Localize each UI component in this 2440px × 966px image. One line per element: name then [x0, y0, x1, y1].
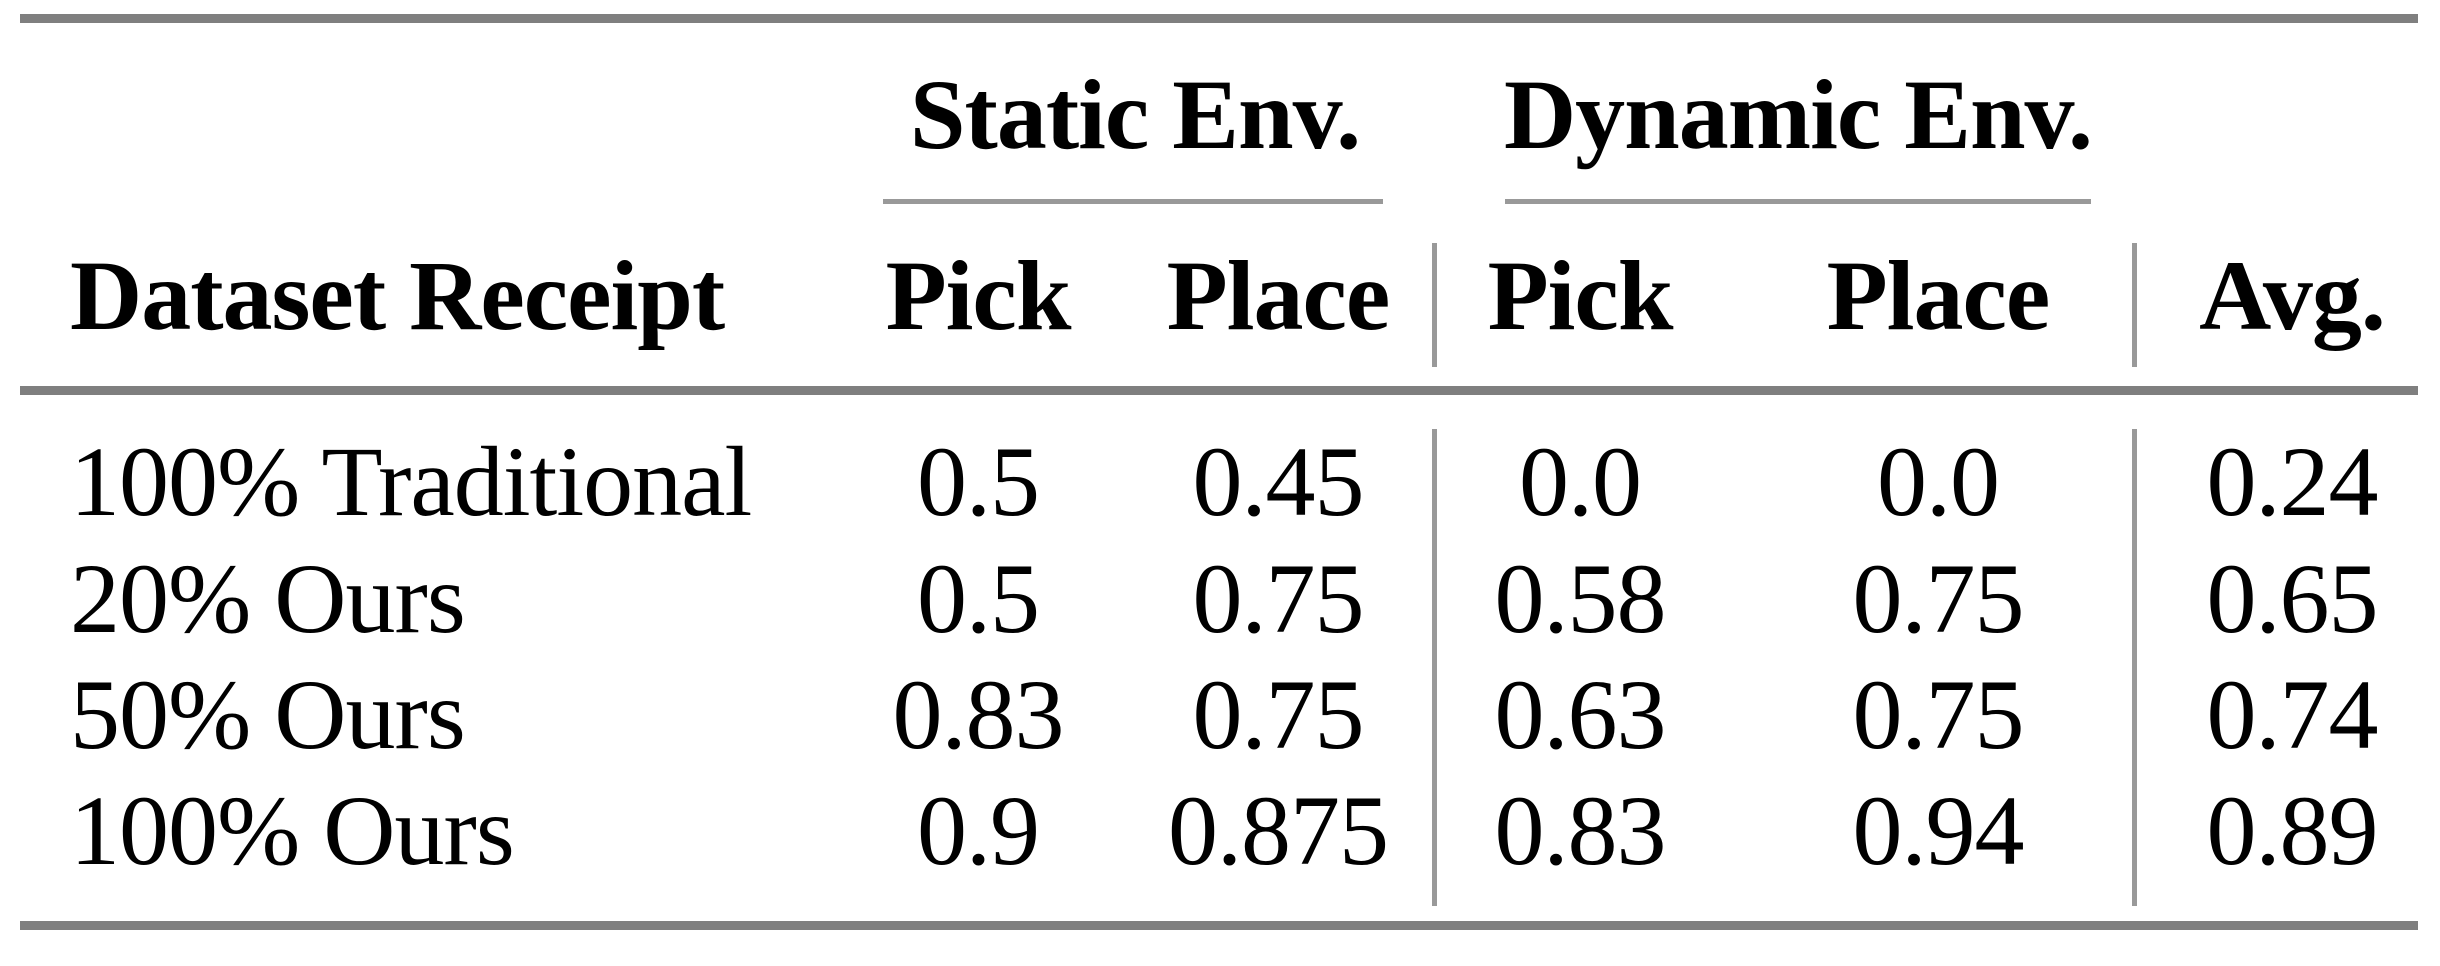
table-cell: 0.75	[1852, 543, 2025, 654]
header-body-rule	[20, 386, 2418, 395]
table-cell: 0.89	[2206, 775, 2379, 886]
table-cell: 0.94	[1852, 775, 2025, 886]
table-cell: 0.74	[2206, 659, 2379, 770]
col-header-static-pick: Pick	[885, 240, 1072, 351]
table-cell: 0.63	[1494, 659, 1667, 770]
table-cell: 0.0	[1519, 426, 1642, 537]
table-cell: 0.0	[1877, 426, 2000, 537]
bottom-rule	[20, 921, 2418, 930]
table-cell: 0.5	[917, 543, 1040, 654]
row-label: 100% Traditional	[70, 426, 752, 537]
top-rule	[20, 14, 2418, 23]
col-header-dynamic-pick: Pick	[1487, 240, 1674, 351]
col-header-static-place: Place	[1166, 240, 1391, 351]
table-cell: 0.24	[2206, 426, 2379, 537]
table-cell: 0.83	[1494, 775, 1667, 886]
static-env-underline	[883, 199, 1383, 204]
dynamic-env-underline	[1505, 199, 2091, 204]
column-separator-dynamic-body	[1432, 429, 1437, 906]
table-cell: 0.875	[1168, 775, 1389, 886]
table-cell: 0.58	[1494, 543, 1667, 654]
table-cell: 0.75	[1192, 659, 1365, 770]
column-separator-dynamic-header	[1432, 243, 1437, 367]
table-cell: 0.75	[1852, 659, 2025, 770]
col-header-dynamic-place: Place	[1826, 240, 2051, 351]
col-header-avg: Avg.	[2199, 240, 2386, 351]
table-cell: 0.5	[917, 426, 1040, 537]
group-header-dynamic-env: Dynamic Env.	[1503, 59, 2093, 170]
table-cell: 0.75	[1192, 543, 1365, 654]
table-cell: 0.83	[892, 659, 1065, 770]
table-cell: 0.65	[2206, 543, 2379, 654]
group-header-static-env: Static Env.	[909, 59, 1361, 170]
table-cell: 0.9	[917, 775, 1040, 886]
row-label: 50% Ours	[70, 659, 466, 770]
column-separator-avg-body	[2132, 429, 2137, 906]
column-separator-avg-header	[2132, 243, 2137, 367]
row-label: 20% Ours	[70, 543, 466, 654]
col-header-dataset-receipt: Dataset Receipt	[70, 240, 725, 351]
row-label: 100% Ours	[70, 775, 515, 886]
table-cell: 0.45	[1192, 426, 1365, 537]
